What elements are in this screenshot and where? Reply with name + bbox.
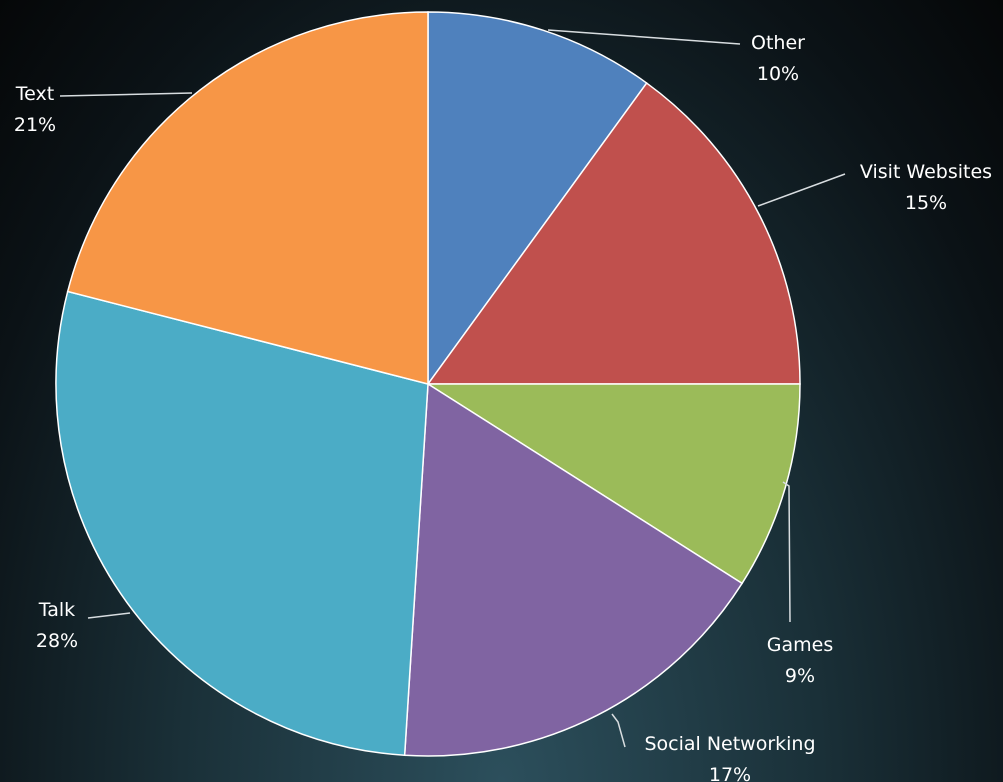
slice-value-text: 21% — [14, 114, 56, 136]
slice-value-social-networking: 17% — [709, 764, 751, 782]
slice-label-visit-websites: Visit Websites — [860, 161, 992, 183]
slice-label-other: Other — [751, 32, 805, 54]
leader-line-text — [59, 92, 193, 97]
slice-value-other: 10% — [757, 63, 799, 85]
slice-value-visit-websites: 15% — [905, 192, 947, 214]
pie-slice-talk — [55, 290, 429, 757]
slices-layer — [55, 11, 801, 757]
leader-line-visit-websites — [757, 173, 846, 207]
pie-slice-other — [427, 11, 648, 387]
pie-slice-text — [66, 11, 429, 385]
slice-value-talk: 28% — [36, 630, 78, 652]
leaders-layer — [59, 29, 846, 748]
leader-line-games — [782, 481, 791, 623]
pie-slice-visit-websites — [426, 82, 801, 385]
slice-label-talk: Talk — [38, 599, 75, 621]
leader-line-talk — [87, 612, 131, 619]
slice-label-text: Text — [15, 83, 54, 105]
leader-line-social-networking — [611, 713, 626, 748]
pie-slice-games — [425, 383, 801, 585]
slice-label-social-networking: Social Networking — [644, 733, 815, 755]
slice-label-games: Games — [767, 634, 833, 656]
labels-layer: Other 10% Visit Websites 15% Games 9% Social N… — [14, 32, 992, 782]
pie-slice-social-networking — [403, 382, 744, 757]
slice-value-games: 9% — [785, 665, 815, 687]
leader-line-other — [547, 29, 741, 45]
